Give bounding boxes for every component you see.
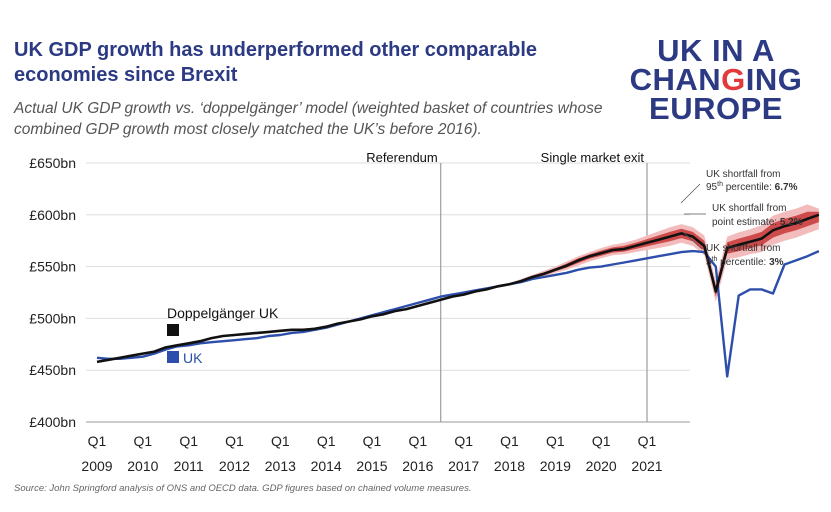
source-note: Source: John Springford analysis of ONS … xyxy=(14,483,472,494)
uncertainty-bands xyxy=(97,204,819,362)
y-axis-ticks: £400bn £450bn £500bn £550bn £600bn £650bn xyxy=(29,155,76,430)
logo-line-2: CHANGING xyxy=(629,62,803,97)
x-tick-year: 2015 xyxy=(356,458,387,474)
y-tick-label: £600bn xyxy=(29,207,76,223)
x-tick-quarter: Q1 xyxy=(408,433,427,449)
annotation-point-estimate: UK shortfall from point estimate: 5.2% xyxy=(712,203,803,228)
x-tick-quarter: Q1 xyxy=(500,433,519,449)
event-label: Referendum xyxy=(366,150,438,165)
x-tick-quarter: Q1 xyxy=(363,433,382,449)
logo-line-1: UK IN A xyxy=(657,33,775,68)
logo-line-3: EUROPE xyxy=(649,91,783,126)
chart-title: UK GDP growth has underperformed other c… xyxy=(14,39,538,86)
series-lines xyxy=(96,213,820,378)
x-tick-quarter: Q1 xyxy=(546,433,565,449)
x-tick-year: 2017 xyxy=(448,458,479,474)
series-uk-line xyxy=(96,249,820,378)
chart-subtitle: Actual UK GDP growth vs. ‘doppelgänger’ … xyxy=(14,100,603,138)
x-tick-year: 2019 xyxy=(540,458,571,474)
x-tick-year: 2016 xyxy=(402,458,433,474)
y-tick-label: £500bn xyxy=(29,310,76,326)
y-tick-label: £450bn xyxy=(29,362,76,378)
x-tick-quarter: Q1 xyxy=(133,433,152,449)
x-tick-quarter: Q1 xyxy=(271,433,290,449)
x-tick-year: 2012 xyxy=(219,458,250,474)
x-tick-year: 2014 xyxy=(311,458,342,474)
x-tick-year: 2009 xyxy=(81,458,112,474)
x-tick-year: 2021 xyxy=(631,458,662,474)
x-tick-year: 2020 xyxy=(586,458,617,474)
series-doppelganger-line xyxy=(96,213,820,364)
x-tick-year: 2011 xyxy=(174,458,204,474)
annotations: UK shortfall from 95th percentile: 6.7% … xyxy=(680,169,803,268)
event-label: Single market exit xyxy=(541,150,645,165)
x-tick-quarter: Q1 xyxy=(638,433,657,449)
y-tick-label: £400bn xyxy=(29,414,76,430)
y-tick-label: £650bn xyxy=(29,155,76,171)
x-tick-quarter: Q1 xyxy=(317,433,336,449)
y-tick-label: £550bn xyxy=(29,259,76,275)
uk-in-a-changing-europe-logo: UK IN A CHANGING EUROPE xyxy=(610,33,822,126)
x-tick-year: 2013 xyxy=(265,458,296,474)
legend-swatch-doppelganger xyxy=(167,324,179,336)
band-5-95-percentile xyxy=(97,204,819,362)
x-tick-year: 2018 xyxy=(494,458,525,474)
legend-label-doppelganger: Doppelgänger UK xyxy=(167,305,279,321)
annotation-p5: UK shortfall from 5th percentile: 3% xyxy=(706,243,784,268)
x-tick-quarter: Q1 xyxy=(225,433,244,449)
legend: Doppelgänger UK UK xyxy=(167,305,279,366)
x-tick-quarter: Q1 xyxy=(454,433,473,449)
x-axis-ticks: Q1 2009 Q1 2010 Q1 2011 Q1 2012 Q1 2013 Q1 2014 Q1 20… xyxy=(81,433,662,474)
x-tick-quarter: Q1 xyxy=(179,433,198,449)
x-tick-year: 2010 xyxy=(127,458,158,474)
legend-label-uk: UK xyxy=(183,350,203,366)
x-tick-quarter: Q1 xyxy=(88,433,107,449)
x-tick-quarter: Q1 xyxy=(592,433,611,449)
event-markers: Referendum Single market exit xyxy=(366,150,648,422)
annotation-p95: UK shortfall from 95th percentile: 6.7% xyxy=(706,169,798,193)
legend-swatch-uk xyxy=(167,351,179,363)
